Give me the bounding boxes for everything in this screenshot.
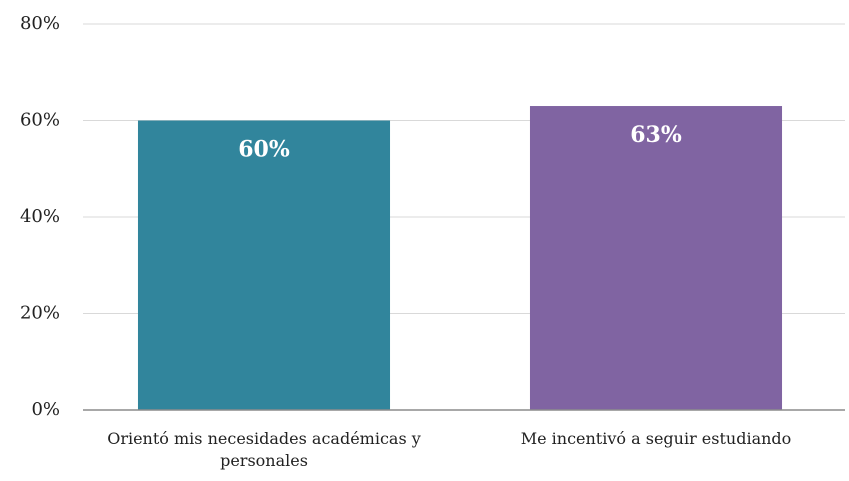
bar	[529, 106, 783, 411]
y-tick-label: 60%	[20, 110, 60, 131]
bar	[137, 120, 391, 410]
x-tick-label: Orientó mis necesidades académicas y per…	[107, 429, 421, 470]
x-tick-label: Me incentivó a seguir estudiando	[520, 429, 792, 448]
data-label: 60%	[238, 137, 290, 163]
y-tick-label: 80%	[20, 13, 60, 34]
y-tick-label: 20%	[20, 303, 60, 324]
data-label: 63%	[630, 122, 682, 148]
y-tick-label: 40%	[20, 206, 60, 227]
y-tick-label: 0%	[31, 399, 60, 420]
